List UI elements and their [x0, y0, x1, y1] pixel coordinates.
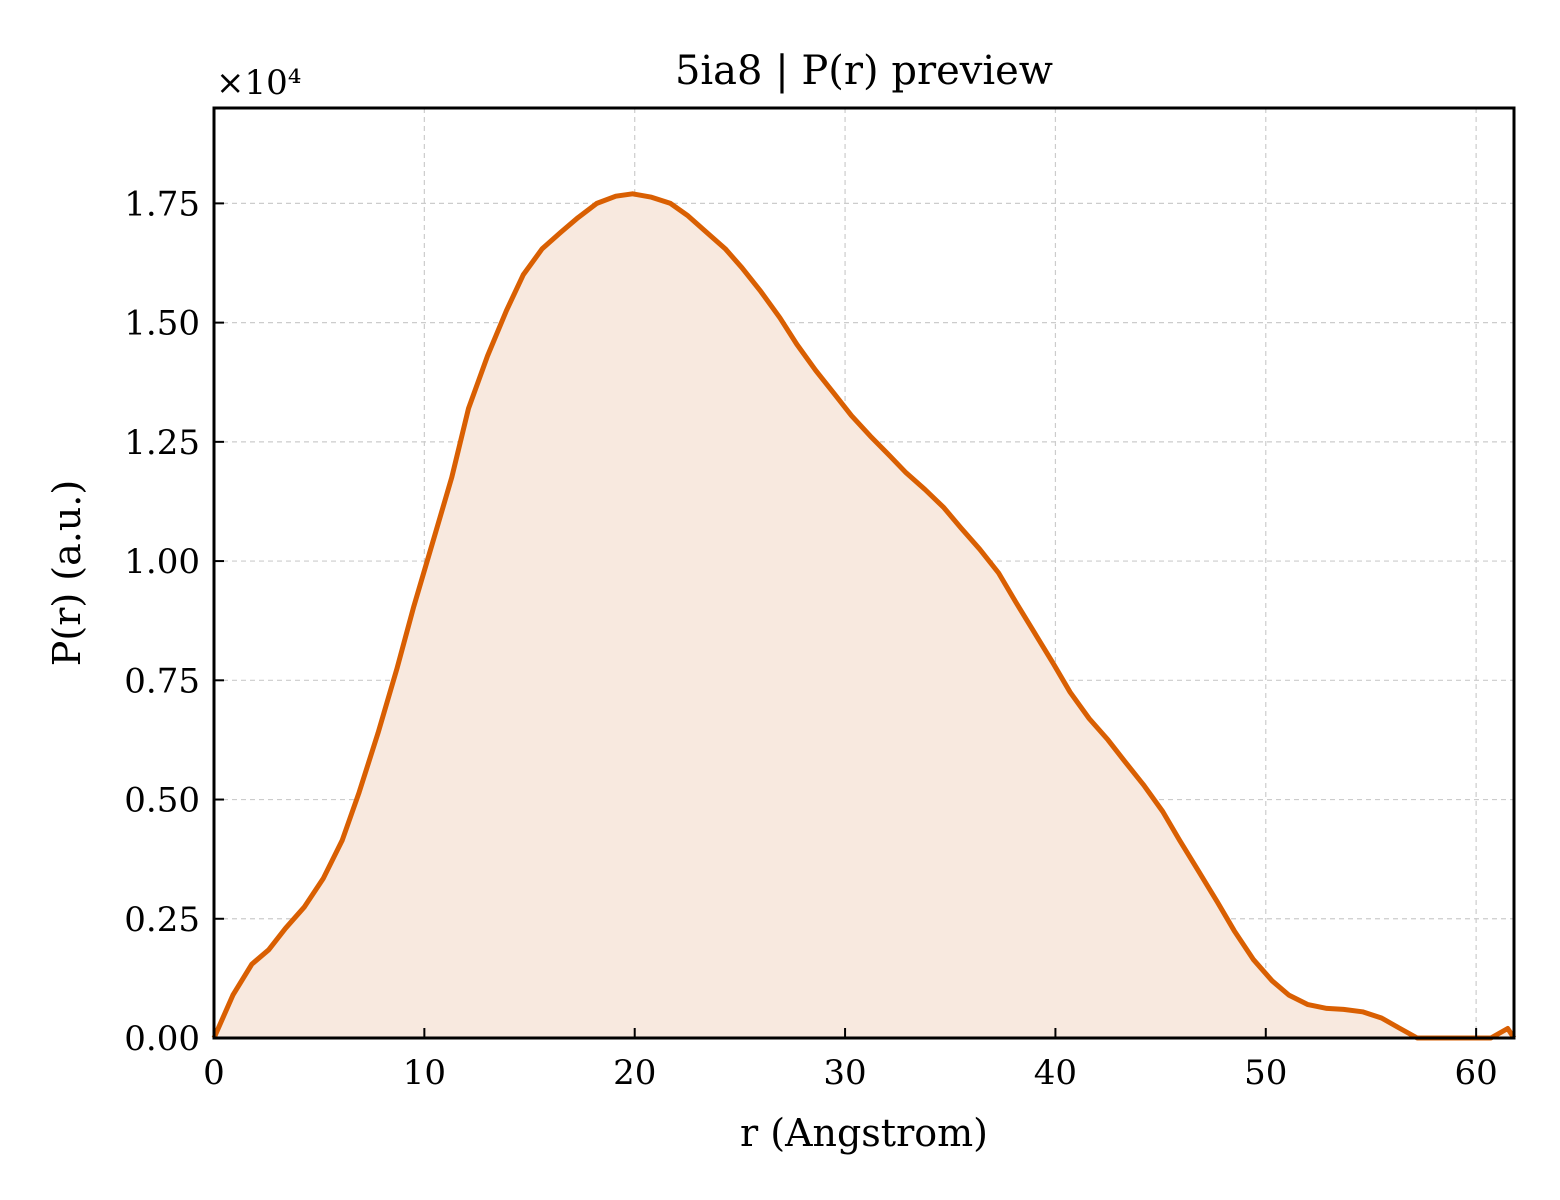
x-tick-label: 50: [1244, 1053, 1287, 1093]
x-tick-label: 30: [823, 1053, 866, 1093]
y-axis-label: P(r) (a.u.): [45, 480, 89, 666]
y-tick-label: 1.75: [124, 184, 200, 224]
y-tick-label: 1.00: [124, 542, 200, 582]
chart-title: 5ia8 | P(r) preview: [675, 48, 1053, 94]
plot-frame: [212, 106, 1516, 1040]
axis-ticks: 0 10 20 30 40 50 60 0.00 0.25 0.50 0.75 1.00 1.25 1.5…: [124, 184, 1497, 1093]
y-tick-label: 0.00: [124, 1019, 200, 1059]
x-tick-label: 0: [203, 1053, 225, 1093]
x-tick-label: 20: [613, 1053, 656, 1093]
x-tick-label: 60: [1455, 1053, 1498, 1093]
y-offset-label: ×10⁴: [216, 63, 301, 103]
y-tick-label: 0.75: [124, 661, 200, 701]
x-axis-label: r (Angstrom): [740, 1111, 988, 1155]
pr-area-fill: [214, 193, 1514, 1039]
y-tick-label: 1.25: [124, 423, 200, 463]
y-tick-label: 1.50: [124, 304, 200, 344]
y-tick-label: 0.25: [124, 900, 200, 940]
y-tick-label: 0.50: [124, 781, 200, 821]
x-tick-label: 40: [1034, 1053, 1077, 1093]
pr-series-line: [211, 191, 1517, 1041]
x-tick-label: 10: [403, 1053, 446, 1093]
